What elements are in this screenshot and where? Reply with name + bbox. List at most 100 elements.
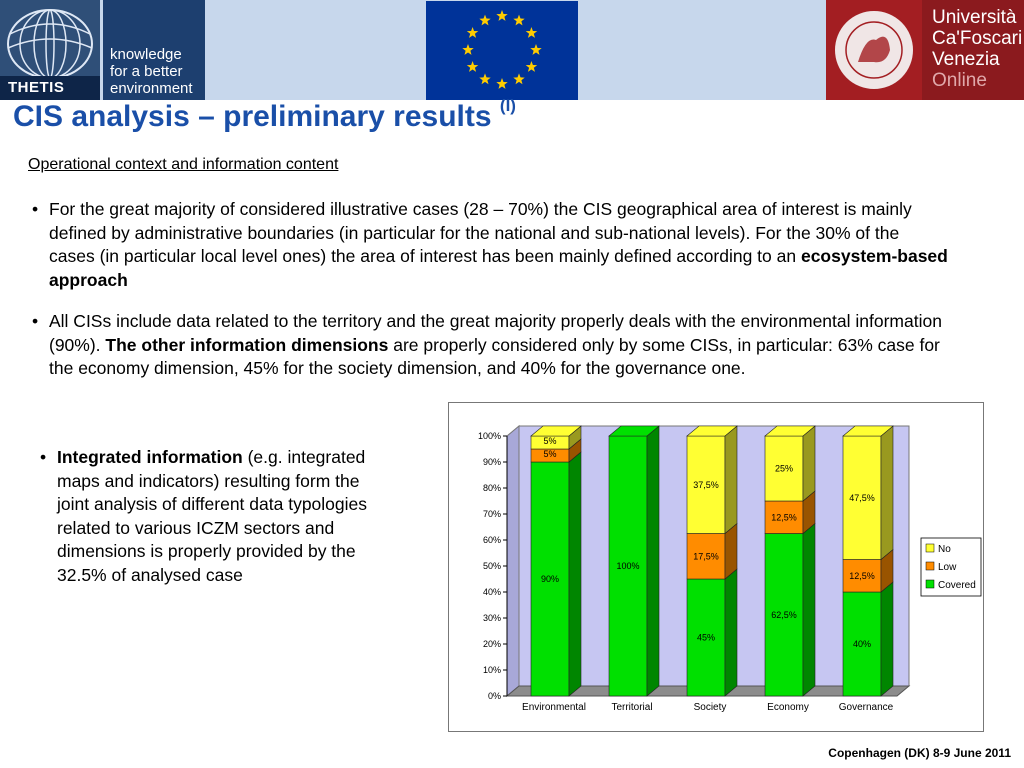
- eu-star: [530, 44, 542, 55]
- y-tick-label: 80%: [483, 483, 501, 493]
- chart-legend: No Low Covered: [920, 537, 982, 597]
- unive-line-2: Ca'Foscari: [932, 28, 1023, 49]
- y-tick-label: 30%: [483, 613, 501, 623]
- slide-title-main: CIS analysis – preliminary results: [13, 100, 492, 133]
- thetis-label: THETIS: [8, 79, 65, 96]
- eu-star: [462, 44, 474, 55]
- eu-star: [466, 61, 479, 72]
- eu-stars-icon: [462, 10, 542, 89]
- category-label: Territorial: [611, 702, 652, 713]
- bar-top: [842, 425, 894, 437]
- bar-side: [802, 425, 816, 502]
- y-tick-label: 10%: [483, 665, 501, 675]
- category-label: Economy: [767, 702, 809, 713]
- data-label: 90%: [541, 574, 559, 584]
- eu-star: [525, 27, 538, 38]
- bar-side: [802, 522, 816, 697]
- bar-side: [724, 425, 738, 535]
- y-tick-label: 100%: [478, 431, 501, 441]
- kbe-line-1: knowledge: [110, 46, 182, 63]
- kbe-logo: [103, 0, 205, 100]
- eu-star: [496, 10, 508, 21]
- bullet-geographical-area: • For the great majority of considered i…: [32, 198, 949, 292]
- legend-swatch: [925, 543, 935, 553]
- category-label: Society: [694, 702, 727, 713]
- unive-line-1: Università: [932, 7, 1017, 28]
- y-tick-label: 0%: [488, 691, 501, 701]
- stacked-bar-chart: 0% 10% 20% 30% 40% 50% 60% 70% 80% 90% 100% 90% 5% 5%…: [478, 424, 982, 713]
- eu-star: [525, 61, 538, 72]
- y-tick-label: 90%: [483, 457, 501, 467]
- university-name-band: [922, 0, 1024, 100]
- data-label: 12,5%: [849, 571, 875, 581]
- category-label: Environmental: [522, 702, 586, 713]
- data-label: 37,5%: [693, 480, 719, 490]
- bullet-2-bold: The other information dimensions: [105, 334, 389, 355]
- data-label: 17,5%: [693, 551, 719, 561]
- bullet-dot: •: [40, 447, 47, 467]
- bullet-information-dimensions: • All CISs include data related to the t…: [32, 310, 949, 381]
- bar-segment-low: [764, 500, 804, 534]
- bar-side: [880, 581, 894, 697]
- bar-segment-low: [686, 533, 726, 580]
- y-tick-label: 60%: [483, 535, 501, 545]
- eu-star: [513, 73, 525, 85]
- bar-segment-covered: [608, 435, 648, 697]
- bar-segment-covered: [530, 461, 570, 697]
- data-label: 47,5%: [849, 493, 875, 503]
- legend-label: No: [938, 544, 951, 555]
- lion-seal-icon: [833, 9, 915, 91]
- bullet-1-bold: ecosystem-based approach: [49, 246, 948, 290]
- legend-label: Covered: [938, 580, 976, 591]
- bullet-dot: •: [32, 311, 39, 331]
- bar-top: [764, 425, 816, 437]
- bar-segment-covered: [842, 591, 882, 697]
- bar-top: [686, 425, 738, 437]
- bullet-dot: •: [32, 199, 39, 219]
- legend-swatch: [925, 561, 935, 571]
- section-heading: Operational context and information cont…: [28, 156, 339, 173]
- y-tick-label: 70%: [483, 509, 501, 519]
- chart-side-wall: [506, 424, 520, 698]
- globe-icon: [7, 9, 93, 79]
- eu-star: [513, 14, 525, 26]
- bullet-2-text-a: All CISs include data related to the ter…: [49, 311, 942, 355]
- bullet-3-text: (e.g. integrated maps and indicators) re…: [57, 447, 368, 585]
- eu-star: [479, 14, 491, 26]
- eu-star: [466, 27, 479, 38]
- bullet-3-bold: Integrated information: [57, 447, 243, 467]
- legend-swatch: [925, 579, 935, 589]
- data-label: 45%: [697, 633, 715, 643]
- kbe-line-2: for a better: [110, 63, 183, 80]
- header-band: THETIS knowledge for a better environmen…: [0, 0, 1024, 100]
- thetis-wordmark-band: [0, 76, 100, 100]
- data-label: 40%: [853, 639, 871, 649]
- data-label: 12,5%: [771, 512, 797, 522]
- bar-segment-covered: [686, 578, 726, 697]
- data-label: 25%: [775, 464, 793, 474]
- bar-segment-covered: [764, 533, 804, 697]
- data-label: 5%: [543, 449, 556, 459]
- bar-segment-no: [842, 435, 882, 560]
- slide-title: CIS analysis – preliminary results (I): [13, 96, 516, 134]
- chart-frame: 0% 10% 20% 30% 40% 50% 60% 70% 80% 90% 100% 90% 5% 5%…: [448, 402, 984, 732]
- university-seal: [826, 0, 922, 100]
- data-label: 62,5%: [771, 610, 797, 620]
- slide-title-sup: (I): [499, 96, 516, 115]
- footer-event: Copenhagen (DK) 8-9 June 2011: [828, 746, 1011, 760]
- bar-top: [530, 425, 582, 437]
- legend-label: Low: [938, 562, 957, 573]
- bar-side: [646, 425, 660, 697]
- bar-side: [880, 425, 894, 561]
- bar-segment-no: [686, 435, 726, 534]
- bar-side: [568, 451, 582, 697]
- y-tick-label: 40%: [483, 587, 501, 597]
- bar-top: [608, 425, 660, 437]
- data-label: 5%: [543, 436, 556, 446]
- y-tick-label: 50%: [483, 561, 501, 571]
- y-tick-label: 20%: [483, 639, 501, 649]
- eu-star: [479, 73, 491, 85]
- bullet-integrated-information: • Integrated information (e.g. integrate…: [40, 446, 375, 587]
- bar-segment-no: [764, 435, 804, 502]
- category-label: Governance: [839, 702, 894, 713]
